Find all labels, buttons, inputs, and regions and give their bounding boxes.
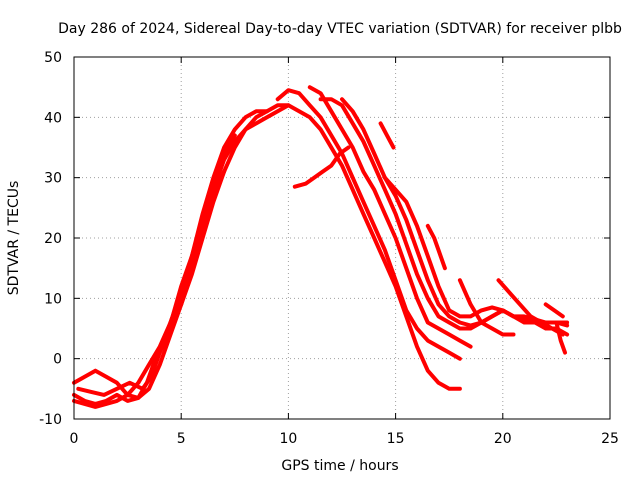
y-tick-label: 10 bbox=[44, 291, 62, 307]
y-tick-label: 0 bbox=[53, 352, 62, 368]
series-arc-13 bbox=[425, 223, 447, 271]
series-arc-6 bbox=[275, 88, 462, 361]
series-arc-11 bbox=[292, 145, 351, 189]
x-tick-label: 15 bbox=[387, 431, 405, 447]
series-arc-7 bbox=[307, 85, 473, 349]
chart-title: Day 286 of 2024, Sidereal Day-to-day VTE… bbox=[58, 21, 622, 37]
x-tick-label: 20 bbox=[494, 431, 512, 447]
x-tick-label: 0 bbox=[70, 431, 79, 447]
series-arc-8 bbox=[318, 97, 570, 337]
series-arc-9 bbox=[340, 97, 570, 328]
y-tick-label: 50 bbox=[44, 50, 62, 66]
series-arc-12 bbox=[378, 121, 396, 150]
x-tick-label: 5 bbox=[177, 431, 186, 447]
y-tick-label: -10 bbox=[39, 412, 62, 428]
series-arc-14 bbox=[457, 278, 516, 337]
series-arc-17 bbox=[554, 320, 567, 355]
series-arc-1 bbox=[72, 109, 269, 406]
data-series bbox=[72, 85, 570, 409]
series-arc-4 bbox=[76, 103, 291, 397]
y-tick-label: 40 bbox=[44, 110, 62, 126]
y-axis-label: SDTVAR / TECUs bbox=[6, 181, 22, 296]
series-arc-16 bbox=[543, 302, 565, 319]
series-arc-10 bbox=[382, 175, 570, 328]
x-tick-label: 25 bbox=[601, 431, 619, 447]
series-arc-2 bbox=[72, 133, 237, 397]
x-tick-label: 10 bbox=[279, 431, 297, 447]
series-arc-15 bbox=[496, 278, 565, 337]
x-axis-label: GPS time / hours bbox=[281, 458, 398, 474]
series-arc-5 bbox=[170, 103, 462, 391]
axis-ticks: 0 5 10 15 20 25 -10 0 10 20 30 40 50 bbox=[39, 50, 619, 447]
y-tick-label: 30 bbox=[44, 171, 62, 187]
y-tick-label: 20 bbox=[44, 231, 62, 247]
